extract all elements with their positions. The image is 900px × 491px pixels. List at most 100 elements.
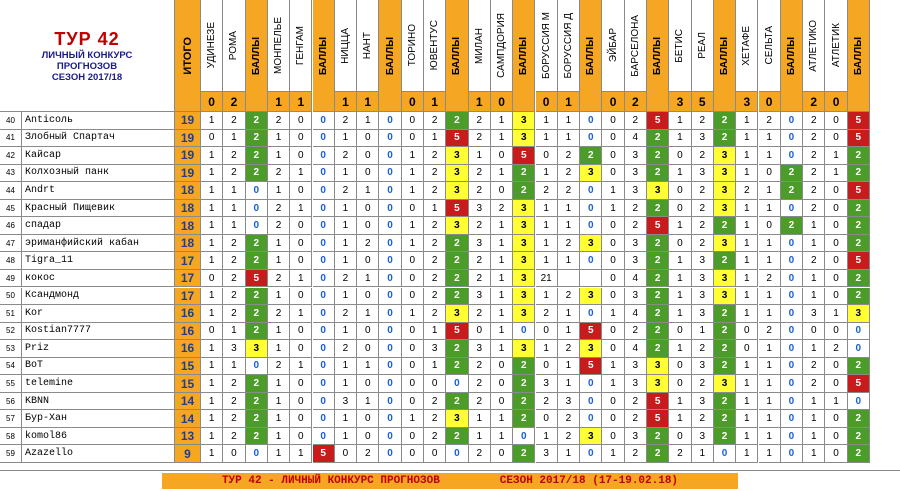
prediction-home: 2 — [803, 112, 826, 130]
points-cell: 2 — [713, 305, 737, 323]
points-cell: 3 — [513, 129, 536, 148]
team-name: АТЛЕТИКО — [808, 19, 820, 72]
prediction-home: 3 — [535, 445, 558, 463]
prediction-away: 2 — [223, 234, 246, 253]
prediction-home: 1 — [267, 129, 291, 148]
prediction-home: 1 — [736, 410, 759, 428]
prediction-away: 0 — [357, 164, 380, 183]
points-cell: 2 — [647, 287, 670, 306]
prediction-away: 2 — [490, 199, 514, 218]
match-away-team: БОРУССИЯ Д — [557, 0, 581, 92]
points-cell: 3 — [446, 410, 469, 428]
prediction-home: 2 — [468, 129, 491, 148]
prediction-away: 1 — [490, 340, 514, 358]
team-name: АТЛЕТИК — [830, 23, 842, 68]
prediction-home: 1 — [201, 392, 224, 411]
participant-name: KBNN — [22, 392, 175, 411]
total-points: 17 — [175, 252, 201, 270]
prediction-away: 2 — [424, 147, 447, 165]
team-name: РОМА — [228, 30, 240, 61]
points-cell: 0 — [780, 305, 804, 323]
title-line-3: СЕЗОН 2017/18 — [51, 71, 123, 83]
prediction-home: 1 — [736, 199, 759, 218]
prediction-home: 1 — [201, 112, 224, 130]
prediction-away: 1 — [424, 357, 447, 376]
points-header: БАЛЛЫ — [580, 0, 603, 112]
points-cell: 0 — [446, 375, 469, 393]
match-score-home: 1 — [267, 92, 291, 112]
participant-name: Andrt — [22, 182, 175, 200]
points-cell: 0 — [780, 392, 804, 411]
prediction-away: 3 — [624, 427, 647, 446]
points-header-label: БАЛЛЫ — [785, 36, 797, 75]
prediction-home: 0 — [201, 129, 224, 148]
prediction-home: 1 — [334, 217, 358, 235]
points-cell: 0 — [580, 392, 603, 411]
prediction-home: 0 — [736, 322, 759, 341]
prediction-away: 2 — [223, 252, 246, 270]
prediction-home: 1 — [803, 427, 826, 446]
prediction-away: 1 — [557, 129, 581, 148]
prediction-away: 1 — [490, 112, 514, 130]
prediction-away: 2 — [557, 182, 581, 200]
total-points: 16 — [175, 322, 201, 341]
prediction-away: 0 — [825, 357, 848, 376]
rank-number: 51 — [0, 305, 22, 323]
prediction-home: 3 — [468, 340, 491, 358]
points-cell: 2 — [647, 427, 670, 446]
points-cell: 0 — [780, 252, 804, 270]
prediction-away: 1 — [557, 357, 581, 376]
prediction-home: 1 — [736, 445, 759, 463]
prediction-home: 2 — [803, 357, 826, 376]
prediction-home: 2 — [468, 252, 491, 270]
prediction-home: 1 — [803, 287, 826, 306]
prediction-away: 1 — [490, 234, 514, 253]
match-score-away: 2 — [223, 92, 246, 112]
points-cell: 0 — [245, 445, 268, 463]
points-cell: 0 — [713, 445, 737, 463]
prediction-away: 3 — [624, 375, 647, 393]
prediction-home: 0 — [602, 112, 625, 130]
points-cell: 0 — [780, 269, 804, 288]
points-cell: 2 — [446, 112, 469, 130]
prediction-away: 2 — [691, 234, 714, 253]
prediction-home: 1 — [535, 287, 558, 306]
points-cell: 0 — [379, 129, 402, 148]
prediction-away: 1 — [825, 164, 848, 183]
match-home-team: АТЛЕТИКО — [803, 0, 826, 92]
points-cell: 0 — [780, 147, 804, 165]
points-cell: 5 — [847, 375, 870, 393]
points-cell: 2 — [647, 164, 670, 183]
prediction-away: 0 — [290, 340, 313, 358]
points-cell: 2 — [647, 445, 670, 463]
prediction-away: 3 — [691, 252, 714, 270]
team-name: ЮВЕНТУС — [429, 20, 441, 71]
prediction-home: 1 — [334, 129, 358, 148]
points-cell: 0 — [580, 182, 603, 200]
prediction-home: 1 — [267, 340, 291, 358]
prediction-home: 3 — [468, 234, 491, 253]
prediction-home: 1 — [736, 164, 759, 183]
prediction-away: 2 — [691, 199, 714, 218]
prediction-away: 0 — [825, 129, 848, 148]
points-cell: 3 — [580, 427, 603, 446]
prediction-away: 1 — [758, 427, 781, 446]
points-cell: 2 — [245, 410, 268, 428]
points-cell: 0 — [847, 392, 870, 411]
prediction-away: 1 — [357, 357, 380, 376]
prediction-away: 1 — [825, 147, 848, 165]
points-cell: 0 — [580, 199, 603, 218]
prediction-home: 3 — [535, 375, 558, 393]
points-cell: 2 — [713, 112, 737, 130]
points-cell: 0 — [379, 217, 402, 235]
prediction-home: 0 — [669, 182, 692, 200]
prediction-away: 1 — [290, 445, 313, 463]
prediction-away: 3 — [691, 287, 714, 306]
points-cell: 2 — [713, 129, 737, 148]
prediction-home: 1 — [334, 357, 358, 376]
prediction-home: 1 — [267, 410, 291, 428]
participant-name: Priz — [22, 340, 175, 358]
prediction-home: 1 — [267, 287, 291, 306]
points-cell: 3 — [713, 199, 737, 218]
match-score-home: 0 — [602, 92, 625, 112]
